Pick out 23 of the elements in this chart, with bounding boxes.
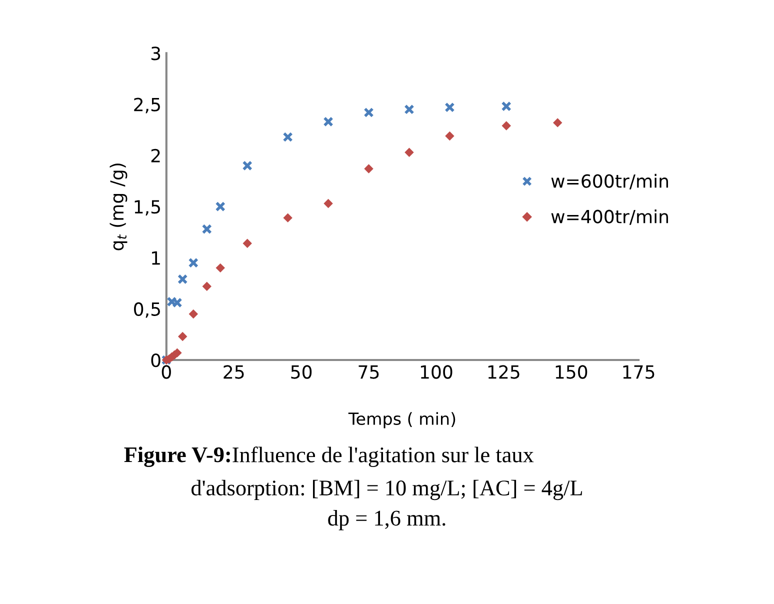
x-axis-title: Temps ( min) [348, 412, 456, 428]
x-tick-label: 25 [224, 365, 244, 379]
x-tick-label: 100 [420, 365, 452, 379]
text: Figure V-9: [124, 446, 230, 467]
text: d'adsorption: [BM] = 10 mg/L; [AC] = 4g/L [191, 480, 582, 500]
y-tick-label: 2 [151, 148, 160, 162]
x-tick-label: 150 [556, 365, 588, 379]
y-tick-label: 2,5 [134, 98, 160, 114]
y-tick-label: 1 [152, 251, 160, 265]
y-axis-title: q$_{t}$ (mg /g) [110, 164, 128, 250]
y-tick-label: 1,5 [134, 200, 160, 216]
y-tick-label: 3 [151, 46, 160, 60]
text: dp = 1,6 mm. [328, 510, 446, 530]
text: Influence de l'agitation sur le taux [232, 446, 534, 467]
y-tick-label: 0,5 [134, 302, 160, 318]
legend-label: w=600tr/min [551, 174, 668, 190]
x-tick-label: 0 [162, 365, 171, 379]
x-tick-label: 50 [291, 365, 312, 379]
x-tick-label: 125 [488, 365, 520, 379]
x-tick-label: 75 [358, 365, 379, 379]
y-tick-label: 0 [151, 353, 160, 368]
x-tick-label: 175 [623, 365, 654, 379]
legend-label: w=400tr/min [551, 209, 668, 225]
